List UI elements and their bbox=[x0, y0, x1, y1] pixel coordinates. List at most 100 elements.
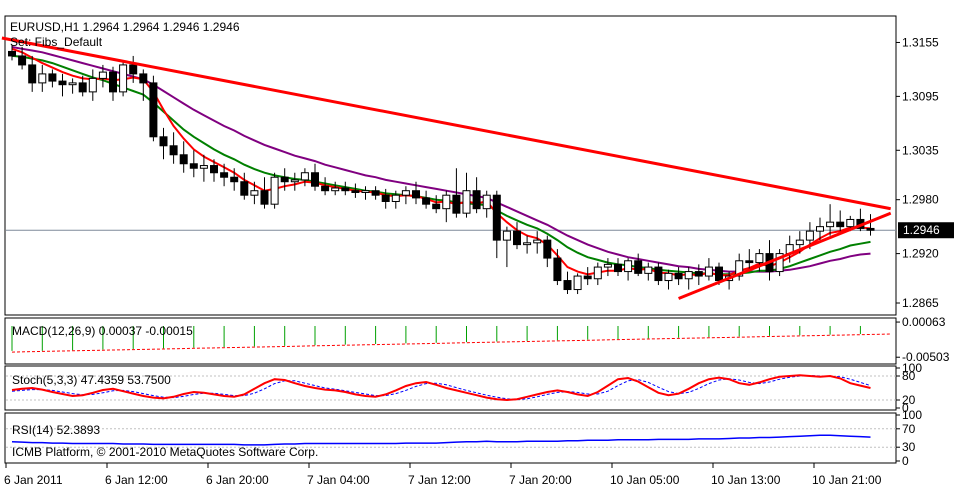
rsi-y-tick-label: 0 bbox=[902, 454, 909, 468]
rsi-line bbox=[11, 434, 871, 446]
candle-body bbox=[745, 260, 754, 264]
candle-body bbox=[38, 73, 47, 84]
rsi-y-tick-label: 70 bbox=[902, 422, 916, 436]
stoch-marks bbox=[6, 374, 896, 402]
stoch-y-tick-label: 0 bbox=[902, 401, 909, 415]
candle-body bbox=[502, 230, 511, 241]
candle-body bbox=[391, 194, 400, 202]
stoch-y-tick-label: 80 bbox=[902, 369, 916, 383]
x-tick-label: 10 Jan 05:00 bbox=[610, 473, 680, 487]
candle-body bbox=[412, 190, 420, 199]
candle-body bbox=[563, 280, 572, 291]
candle-body bbox=[422, 197, 431, 205]
candle-body bbox=[169, 145, 178, 156]
candle-body bbox=[58, 80, 67, 86]
candle-body bbox=[189, 163, 198, 169]
candle-body bbox=[311, 172, 319, 187]
candle-body bbox=[98, 71, 107, 79]
current-price-label: 1.2946 bbox=[903, 223, 940, 237]
candle-body bbox=[816, 226, 824, 232]
candle-body bbox=[280, 176, 289, 183]
candle-body bbox=[694, 271, 703, 277]
x-tick-label: 10 Jan 21:00 bbox=[812, 473, 882, 487]
candle-body bbox=[18, 55, 27, 66]
macd-y-tick-label: -0.00503 bbox=[902, 350, 950, 364]
candle-body bbox=[866, 227, 875, 231]
candle-body bbox=[8, 50, 16, 57]
candle-body bbox=[270, 176, 279, 205]
candle-body bbox=[331, 187, 340, 192]
rsi-label: RSI(14) 52.3893 bbox=[12, 423, 100, 437]
candle-body bbox=[836, 221, 845, 228]
macd-panel bbox=[4, 317, 897, 365]
x-tick-label: 10 Jan 13:00 bbox=[711, 473, 781, 487]
stoch-y-tick-label: 100 bbox=[902, 361, 922, 375]
candle-body bbox=[68, 82, 77, 86]
candle-body bbox=[88, 77, 97, 93]
rsi-y-tick-label: 100 bbox=[902, 408, 922, 422]
current-price-badge bbox=[898, 222, 954, 239]
candle-body bbox=[28, 64, 37, 84]
x-tick-label: 6 Jan 12:00 bbox=[105, 473, 168, 487]
candle-body bbox=[513, 230, 521, 246]
candle-body bbox=[634, 260, 643, 274]
candle-body bbox=[48, 73, 57, 82]
candle-body bbox=[614, 263, 622, 273]
candle-body bbox=[583, 275, 592, 280]
price-marks bbox=[1, 36, 896, 300]
candle-body bbox=[573, 275, 582, 291]
candle-body bbox=[401, 190, 410, 196]
candle-body bbox=[159, 136, 168, 147]
candle-body bbox=[119, 64, 128, 93]
candle-body bbox=[775, 253, 784, 273]
candle-body bbox=[321, 185, 330, 192]
candle-body bbox=[452, 194, 461, 214]
candle-body bbox=[250, 190, 259, 196]
candle-body bbox=[351, 190, 360, 194]
price-y-tick-label: 1.3035 bbox=[902, 143, 939, 157]
candle-body bbox=[805, 230, 814, 241]
trendline-1 bbox=[1, 36, 891, 211]
symbol-info: EURUSD,H1 1.2964 1.2964 1.2946 1.2946 bbox=[10, 20, 240, 34]
candle-body bbox=[129, 64, 138, 75]
candle-body bbox=[624, 260, 633, 273]
candle-body bbox=[704, 266, 713, 277]
stoch-signal-line bbox=[11, 375, 871, 401]
rsi-marks bbox=[6, 428, 896, 448]
candle-body bbox=[795, 239, 804, 246]
candle-body bbox=[361, 190, 370, 194]
candle-body bbox=[603, 263, 612, 268]
candle-body bbox=[492, 194, 501, 241]
candle-body bbox=[674, 272, 683, 280]
candle-body bbox=[240, 181, 249, 196]
rsi-y-tick-label: 30 bbox=[902, 440, 916, 454]
macd-y-tick-label: 0.00063 bbox=[902, 315, 946, 329]
candle-body bbox=[593, 266, 602, 280]
stoch-y-tick-label: 20 bbox=[902, 393, 916, 407]
candle-body bbox=[664, 272, 673, 282]
candle-body bbox=[199, 165, 208, 169]
candle-body bbox=[139, 73, 148, 84]
price-y-tick-label: 1.2980 bbox=[902, 193, 939, 207]
candle-body bbox=[755, 253, 764, 264]
x-tick-label: 7 Jan 04:00 bbox=[307, 473, 370, 487]
candle-body bbox=[543, 239, 552, 259]
candle-body bbox=[472, 190, 481, 210]
candle-body bbox=[220, 172, 229, 178]
candle-body bbox=[230, 176, 239, 183]
price-y-tick-label: 1.3155 bbox=[902, 35, 939, 49]
candle-body bbox=[109, 71, 117, 93]
price-y-tick-label: 1.3095 bbox=[902, 89, 939, 103]
candle-body bbox=[179, 154, 188, 165]
candle-body bbox=[462, 190, 471, 214]
candle-body bbox=[715, 266, 723, 282]
candle-body bbox=[260, 190, 269, 205]
candle-body bbox=[300, 172, 309, 181]
axis-marks: 1.3155 1.3095 1.3035 1.2980 1.2920 1.2865 0.00… bbox=[4, 35, 954, 487]
candle-body bbox=[371, 190, 380, 196]
candle-body bbox=[442, 194, 451, 210]
candle-body bbox=[381, 194, 390, 202]
x-tick-label: 7 Jan 12:00 bbox=[408, 473, 471, 487]
x-tick-label: 6 Jan 20:00 bbox=[206, 473, 269, 487]
